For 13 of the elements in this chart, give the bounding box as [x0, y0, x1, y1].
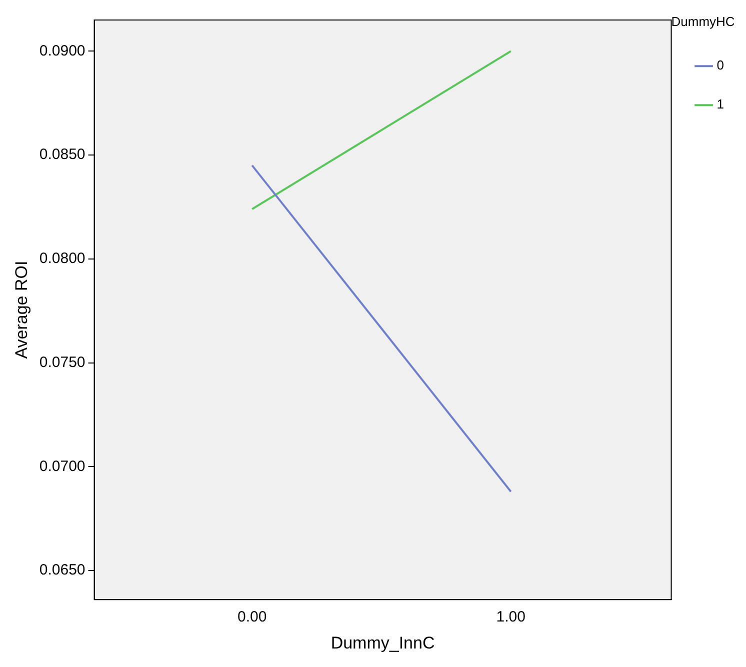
- y-tick-label: 0.0700: [39, 458, 86, 475]
- y-axis-title: Average ROI: [12, 260, 31, 359]
- y-tick-label: 0.0800: [39, 250, 86, 268]
- y-tick-label: 0.0650: [39, 562, 86, 579]
- legend-label: 0: [716, 58, 724, 73]
- legend-title: DummyHC: [671, 14, 735, 30]
- y-tick-label: 0.0850: [39, 146, 86, 164]
- y-tick-label: 0.0900: [39, 42, 86, 60]
- x-axis-title: Dummy_InnC: [330, 633, 435, 652]
- x-tick-label: 1.00: [496, 608, 526, 626]
- legend-label: 1: [716, 96, 724, 112]
- x-tick-label: 0.00: [238, 608, 267, 626]
- y-tick-label: 0.0750: [39, 354, 86, 371]
